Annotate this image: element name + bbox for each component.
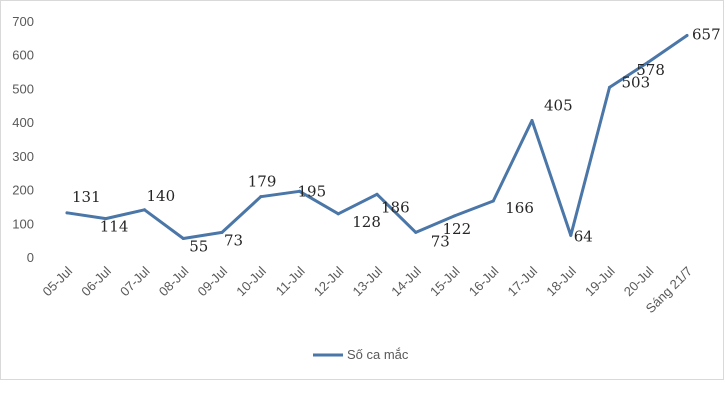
data-point bbox=[220, 230, 224, 234]
data-point bbox=[259, 195, 263, 199]
data-label: 73 bbox=[224, 231, 243, 249]
x-tick-label: 15-Jul bbox=[427, 263, 463, 299]
x-tick-label: 09-Jul bbox=[194, 263, 230, 299]
data-label: 179 bbox=[248, 173, 277, 191]
y-tick-label: 0 bbox=[27, 250, 34, 265]
x-tick-label: 16-Jul bbox=[466, 263, 502, 299]
x-tick-label: 14-Jul bbox=[388, 263, 424, 299]
data-point bbox=[336, 212, 340, 216]
x-tick-label: 08-Jul bbox=[156, 263, 192, 299]
data-point bbox=[646, 60, 650, 64]
data-label: 64 bbox=[574, 227, 593, 245]
data-point bbox=[298, 189, 301, 193]
y-tick-label: 600 bbox=[12, 48, 34, 63]
y-tick-label: 700 bbox=[12, 14, 34, 29]
y-tick-label: 500 bbox=[12, 81, 34, 96]
data-label: 186 bbox=[381, 198, 410, 216]
data-label: 195 bbox=[298, 182, 327, 200]
x-tick-label: 17-Jul bbox=[504, 263, 540, 299]
x-tick-label: 18-Jul bbox=[543, 263, 579, 299]
data-point bbox=[104, 217, 108, 221]
data-point bbox=[685, 33, 689, 37]
data-label: 657 bbox=[692, 25, 721, 43]
x-tick-label: 05-Jul bbox=[39, 263, 75, 299]
data-label: 140 bbox=[147, 187, 176, 205]
data-label: 73 bbox=[431, 232, 450, 250]
x-tick-label: 06-Jul bbox=[78, 263, 114, 299]
legend-label: Số ca mắc bbox=[347, 347, 409, 362]
x-tick-label: 12-Jul bbox=[311, 263, 347, 299]
data-label: 578 bbox=[636, 61, 665, 79]
y-tick-label: 300 bbox=[12, 149, 34, 164]
y-tick-label: 400 bbox=[12, 115, 34, 130]
y-axis-ticks: 0 100 200 300 400 500 600 700 bbox=[12, 14, 34, 265]
data-point bbox=[608, 85, 611, 89]
x-tick-label: 13-Jul bbox=[349, 263, 385, 299]
data-label: 55 bbox=[189, 237, 208, 255]
data-label: 405 bbox=[544, 96, 573, 114]
data-point bbox=[530, 118, 534, 122]
data-label: 503 bbox=[622, 73, 651, 91]
x-tick-label: 11-Jul bbox=[273, 263, 308, 298]
series-line bbox=[65, 34, 689, 240]
data-point bbox=[143, 208, 146, 212]
data-point bbox=[65, 211, 69, 215]
data-point bbox=[491, 199, 495, 203]
x-tick-label: 19-Jul bbox=[582, 263, 618, 299]
data-label: 128 bbox=[352, 213, 381, 231]
data-label: 114 bbox=[100, 218, 129, 236]
data-point bbox=[375, 192, 379, 196]
x-axis-ticks: 05-Jul 06-Jul 07-Jul 08-Jul 09-Jul 10-Jul 11-J… bbox=[39, 263, 695, 316]
data-point bbox=[453, 214, 456, 218]
y-tick-label: 200 bbox=[12, 183, 34, 198]
data-point bbox=[181, 236, 185, 240]
data-label: 122 bbox=[443, 220, 472, 238]
y-tick-label: 100 bbox=[12, 216, 34, 231]
data-point bbox=[414, 230, 418, 234]
x-tick-label: 20-Jul bbox=[621, 263, 657, 299]
chart-frame bbox=[0, 0, 724, 380]
x-tick-label: 07-Jul bbox=[117, 263, 153, 299]
series-layer bbox=[65, 33, 689, 240]
legend: Số ca mắc bbox=[313, 347, 409, 362]
data-label: 131 bbox=[72, 188, 101, 206]
data-point bbox=[569, 233, 573, 237]
x-tick-label: 10-Jul bbox=[233, 263, 269, 299]
data-label: 166 bbox=[505, 199, 534, 217]
